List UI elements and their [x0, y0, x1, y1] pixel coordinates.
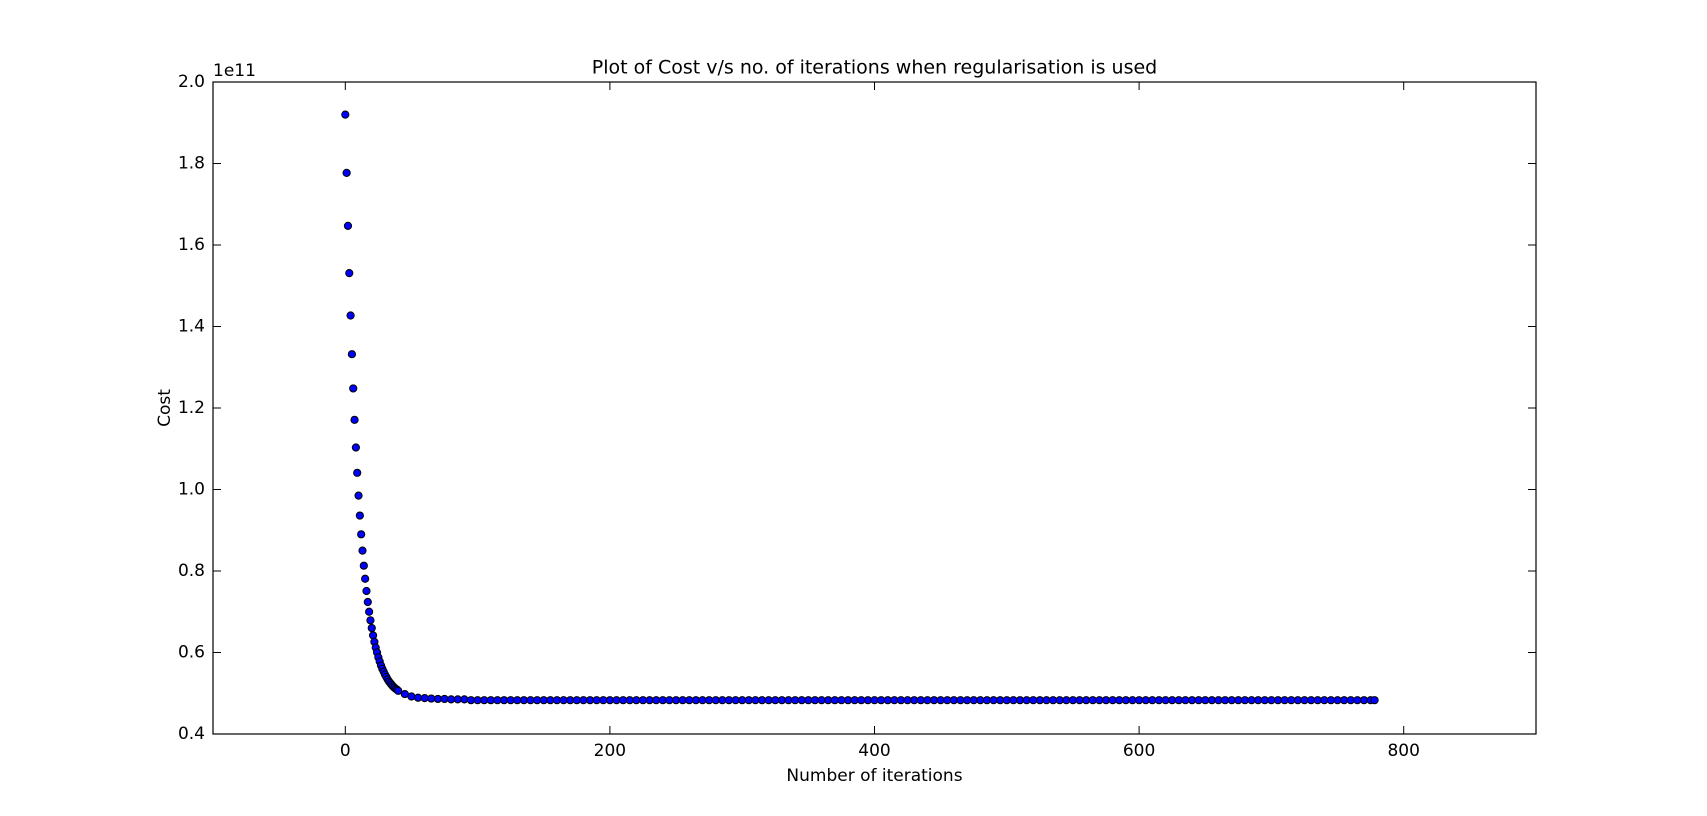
point: [351, 443, 360, 452]
point: [349, 384, 358, 393]
y-tick-label: 2.0: [178, 72, 205, 92]
point: [365, 607, 374, 616]
point: [357, 530, 366, 539]
plot-frame: [212, 81, 1537, 735]
point: [345, 269, 354, 278]
point: [363, 597, 372, 607]
point: [407, 692, 416, 701]
point: [368, 631, 378, 640]
y-offset-label: 1e11: [213, 61, 256, 81]
point: [1370, 696, 1379, 705]
point: [394, 686, 403, 695]
y-tick-label: 1.4: [178, 317, 205, 337]
x-tick-label: 800: [1387, 741, 1419, 761]
x-tick-label: 200: [594, 741, 626, 761]
y-tick-label: 0.8: [178, 561, 205, 581]
point: [341, 110, 350, 119]
y-tick-label: 1.6: [178, 235, 205, 255]
point: [362, 586, 371, 596]
point: [347, 350, 357, 359]
x-axis-label: Number of iterations: [786, 766, 962, 786]
point: [350, 415, 359, 424]
point: [366, 616, 375, 625]
x-tick-label: 600: [1123, 741, 1155, 761]
y-axis-label: Cost: [155, 389, 175, 427]
point: [355, 511, 364, 520]
x-tick-label: 400: [858, 741, 890, 761]
point: [420, 694, 429, 703]
y-tick-label: 0.4: [178, 724, 205, 744]
point: [361, 574, 370, 583]
point: [354, 491, 363, 500]
chart-title: Plot of Cost v/s no. of iterations when …: [592, 57, 1157, 79]
point: [460, 695, 469, 704]
point: [346, 311, 355, 320]
point: [413, 693, 423, 702]
point: [367, 623, 376, 633]
point: [427, 694, 436, 703]
point: [358, 546, 367, 555]
point: [343, 221, 353, 230]
y-tick-label: 1.8: [178, 154, 205, 174]
y-tick-label: 1.0: [178, 480, 205, 500]
point: [342, 168, 351, 177]
x-tick-label: 0: [340, 741, 351, 761]
point: [353, 468, 362, 477]
y-tick-label: 1.2: [178, 398, 205, 418]
point: [440, 694, 449, 704]
y-tick-label: 0.6: [178, 643, 205, 663]
point: [359, 561, 368, 570]
